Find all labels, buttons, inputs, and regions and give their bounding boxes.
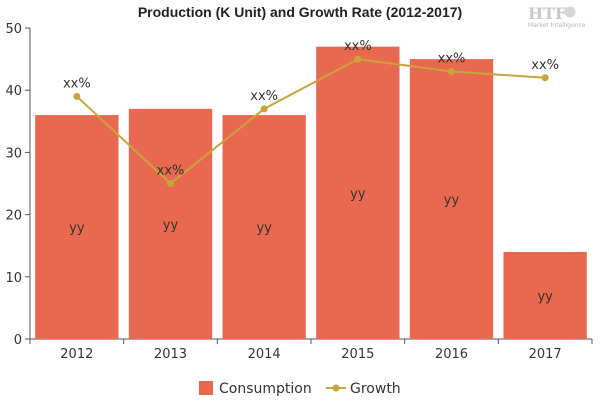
- logo-text: HTF: [528, 4, 567, 23]
- y-tick-label: 10: [5, 271, 22, 286]
- legend-label-consumption: Consumption: [219, 381, 312, 397]
- bar: [128, 108, 213, 339]
- y-tick-label: 30: [5, 146, 22, 161]
- bar: [316, 46, 400, 339]
- legend-label-growth: Growth: [350, 381, 401, 397]
- growth-point: [354, 55, 362, 63]
- growth-label: xx%: [250, 89, 278, 104]
- growth-point: [448, 68, 455, 76]
- growth-label: xx%: [157, 164, 185, 179]
- legend: Consumption Growth: [199, 381, 401, 397]
- y-tick-label: 40: [5, 84, 22, 99]
- x-tick-label: 2016: [435, 347, 468, 362]
- bar-label: yy: [537, 289, 553, 304]
- line-label-group: xx% xx% xx% xx% xx% xx%: [63, 39, 559, 178]
- line-series: [73, 55, 549, 187]
- bar: [222, 115, 306, 339]
- y-tick-label: 50: [5, 22, 22, 37]
- legend-marker-growth: [332, 384, 340, 392]
- bar-label: yy: [163, 218, 179, 233]
- growth-label: xx%: [531, 58, 559, 73]
- growth-line: [76, 58, 546, 185]
- bar: [409, 59, 494, 339]
- globe-icon: [564, 6, 576, 18]
- growth-label: xx%: [63, 76, 91, 91]
- logo-subtext: Market Intelligence: [528, 22, 586, 29]
- x-tick-label: 2014: [248, 347, 281, 362]
- legend-swatch-consumption: [199, 381, 213, 395]
- x-tick-label: 2013: [154, 347, 187, 362]
- bar-series: [35, 46, 587, 339]
- x-tick-label: 2012: [60, 347, 93, 362]
- growth-point: [260, 105, 268, 113]
- x-tick-label: 2015: [341, 347, 374, 362]
- bar-label-group: yy yy yy yy yy yy: [69, 187, 553, 305]
- bar: [503, 251, 587, 339]
- bar: [35, 115, 119, 339]
- y-axis: 0 10 20 30 40 50: [5, 22, 31, 348]
- growth-label: xx%: [344, 39, 372, 54]
- y-tick-label: 0: [14, 333, 22, 348]
- bar-label: yy: [444, 193, 460, 208]
- y-tick-label: 20: [5, 209, 22, 224]
- x-axis: 2012 2013 2014 2015 2016 2017: [29, 338, 593, 362]
- bar-label: yy: [69, 221, 85, 236]
- growth-label: xx%: [438, 52, 466, 67]
- logo: HTF Market Intelligence: [528, 4, 586, 29]
- growth-point: [167, 180, 174, 187]
- x-tick-label: 2017: [529, 347, 562, 362]
- bar-label: yy: [256, 221, 272, 236]
- growth-point: [541, 74, 549, 82]
- bar-label: yy: [350, 187, 366, 202]
- growth-point: [73, 92, 81, 100]
- chart-title: Production (K Unit) and Growth Rate (201…: [138, 4, 462, 20]
